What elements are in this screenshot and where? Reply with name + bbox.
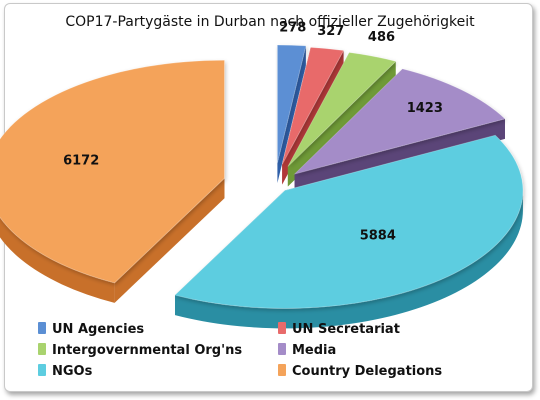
- pie-wall-ngos: [175, 190, 523, 329]
- data-label-un-agencies: 278: [279, 20, 306, 35]
- legend-item-un-agencies: UN Agencies: [38, 321, 144, 339]
- chart-title: COP17-Partygäste in Durban nach offiziel…: [65, 14, 475, 30]
- legend-swatch-media: [278, 343, 286, 355]
- legend-item-un-secretariat: UN Secretariat: [278, 321, 400, 339]
- pie-wall-country-delegations: [0, 217, 115, 303]
- legend-swatch-ngos: [38, 364, 46, 376]
- legend-label: UN Agencies: [52, 322, 145, 337]
- data-label-un-secretariat: 327: [317, 24, 344, 39]
- pie-slice-un-secretariat: [281, 46, 345, 165]
- pie-cut-country-delegations: [114, 178, 225, 303]
- data-label-ngos: 5884: [360, 229, 396, 244]
- legend-label: Media: [292, 343, 337, 358]
- pie-slice-intergovernmental-org-ns: [287, 52, 397, 167]
- legend-item-intergovernmental-org-ns: Intergovernmental Org'ns: [38, 342, 242, 360]
- pie-slice-un-agencies: [276, 44, 307, 164]
- pie-slice-country-delegations: [0, 59, 225, 284]
- pie-slice-ngos: [174, 134, 524, 309]
- legend-label: Intergovernmental Org'ns: [52, 343, 243, 358]
- pie-side-country-delegations: [0, 178, 225, 303]
- legend-item-country-delegations: Country Delegations: [278, 363, 442, 381]
- data-label-country-delegations: 6172: [63, 153, 99, 168]
- legend-swatch-un-secretariat: [278, 322, 286, 334]
- legend-label: UN Secretariat: [292, 322, 400, 337]
- pie-data-labels: 278 327 486 1423 5884 6172: [63, 20, 443, 243]
- legend-item-ngos: NGOs: [38, 363, 92, 381]
- data-label-media: 1423: [407, 101, 443, 116]
- legend-label: Country Delegations: [292, 364, 443, 379]
- legend-label: NGOs: [52, 364, 93, 379]
- pie-side-un-agencies: [277, 45, 306, 184]
- data-label-intergovernmental-org-ns: 486: [368, 30, 395, 45]
- legend-swatch-intergovernmental-org-ns: [38, 343, 46, 355]
- legend-item-media: Media: [278, 342, 336, 360]
- pie-cut-un-agencies: [277, 45, 306, 184]
- legend-swatch-country-delegations: [278, 364, 286, 376]
- pie-slice-media: [293, 68, 506, 175]
- legend-swatch-un-agencies: [38, 322, 46, 334]
- pie-slice-tops: [0, 44, 524, 309]
